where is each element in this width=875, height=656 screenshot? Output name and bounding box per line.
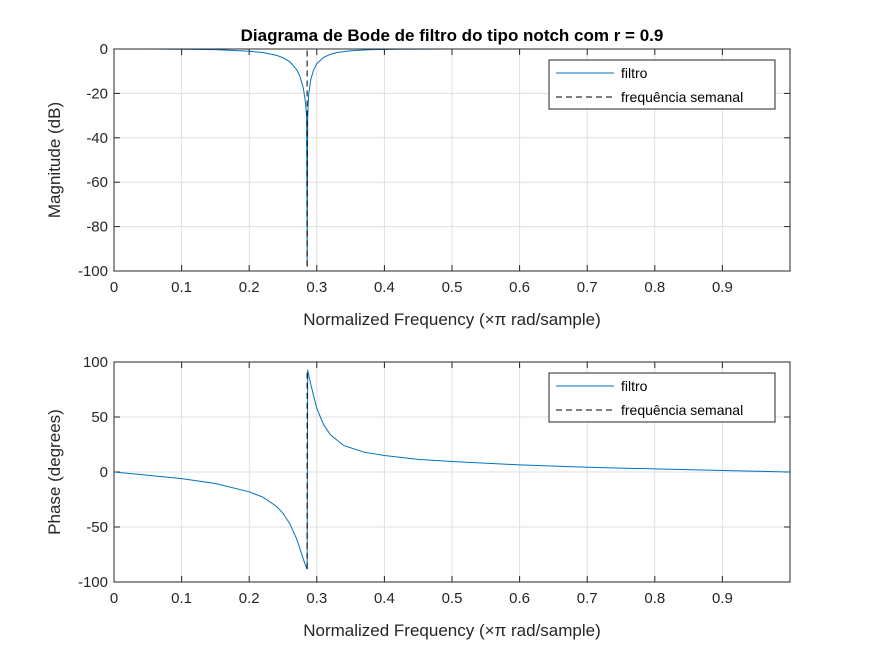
magnitude-axes: 0 0.1 0.2 0.3 0.4 0.5 0.6 0.7 0.8 0.9 0 -20 -40 -60 -… xyxy=(45,26,791,329)
phase-x-axis-label: Normalized Frequency (×π rad/sample) xyxy=(303,621,601,640)
x-tick-label: 0 xyxy=(110,590,118,607)
magnitude-x-tick-labels: 0 0.1 0.2 0.3 0.4 0.5 0.6 0.7 0.8 0.9 xyxy=(110,279,733,296)
magnitude-x-axis-label: Normalized Frequency (×π rad/sample) xyxy=(303,310,601,329)
x-tick-label: 0.9 xyxy=(712,279,733,296)
x-tick-label: 0.3 xyxy=(306,279,327,296)
phase-frame xyxy=(113,361,791,583)
x-tick-label: 0.6 xyxy=(509,590,530,607)
y-tick-label: -100 xyxy=(78,263,108,280)
x-tick-label: 0.7 xyxy=(577,590,598,607)
y-tick-label: -50 xyxy=(86,519,108,536)
x-tick-label: 0.1 xyxy=(171,590,192,607)
y-tick-label: -100 xyxy=(78,574,108,591)
x-tick-label: 0.9 xyxy=(712,590,733,607)
legend-label-frequencia-semanal: frequência semanal xyxy=(621,89,743,105)
phase-lines xyxy=(113,361,791,583)
x-tick-label: 0.5 xyxy=(442,590,463,607)
x-tick-label: 0.8 xyxy=(644,590,665,607)
x-tick-label: 0.1 xyxy=(171,279,192,296)
x-tick-label: 0.6 xyxy=(509,279,530,296)
x-tick-label: 0.5 xyxy=(442,279,463,296)
y-tick-label: 0 xyxy=(100,464,108,481)
magnitude-y-tick-labels: 0 -20 -40 -60 -80 -100 xyxy=(78,41,108,280)
y-tick-label: 50 xyxy=(91,409,108,426)
phase-legend: filtro frequência semanal xyxy=(548,372,776,423)
series-line-filtro xyxy=(113,369,791,571)
legend-label-filtro: filtro xyxy=(621,65,648,81)
x-tick-label: 0.3 xyxy=(306,590,327,607)
phase-x-tick-labels: 0 0.1 0.2 0.3 0.4 0.5 0.6 0.7 0.8 0.9 xyxy=(110,590,733,607)
legend-label-filtro: filtro xyxy=(621,378,648,394)
chart-title: Diagrama de Bode de filtro do tipo notch… xyxy=(241,26,664,45)
x-tick-label: 0.4 xyxy=(374,279,395,296)
legend-label-frequencia-semanal: frequência semanal xyxy=(621,402,743,418)
y-tick-label: 0 xyxy=(100,41,108,58)
magnitude-legend-box xyxy=(548,59,776,110)
y-tick-label: 100 xyxy=(83,354,108,371)
x-tick-label: 0.7 xyxy=(577,279,598,296)
x-tick-label: 0.2 xyxy=(239,590,260,607)
x-tick-label: 0.4 xyxy=(374,590,395,607)
y-tick-label: -40 xyxy=(86,130,108,147)
y-tick-label: -60 xyxy=(86,174,108,191)
y-tick-label: -80 xyxy=(86,219,108,236)
phase-y-tick-labels: 100 50 0 -50 -100 xyxy=(78,354,108,591)
phase-legend-box xyxy=(548,372,776,423)
x-tick-label: 0 xyxy=(110,279,118,296)
magnitude-y-axis-label: Magnitude (dB) xyxy=(45,102,64,218)
magnitude-legend: filtro frequência semanal xyxy=(548,59,776,110)
magnitude-lines xyxy=(113,48,790,272)
x-tick-label: 0.2 xyxy=(239,279,260,296)
phase-y-axis-label: Phase (degrees) xyxy=(45,409,64,535)
y-tick-label: -20 xyxy=(86,85,108,102)
x-tick-label: 0.8 xyxy=(644,279,665,296)
phase-axes: 0 0.1 0.2 0.3 0.4 0.5 0.6 0.7 0.8 0.9 100 50 0 -50 -1… xyxy=(45,354,791,640)
magnitude-frame xyxy=(113,48,791,272)
